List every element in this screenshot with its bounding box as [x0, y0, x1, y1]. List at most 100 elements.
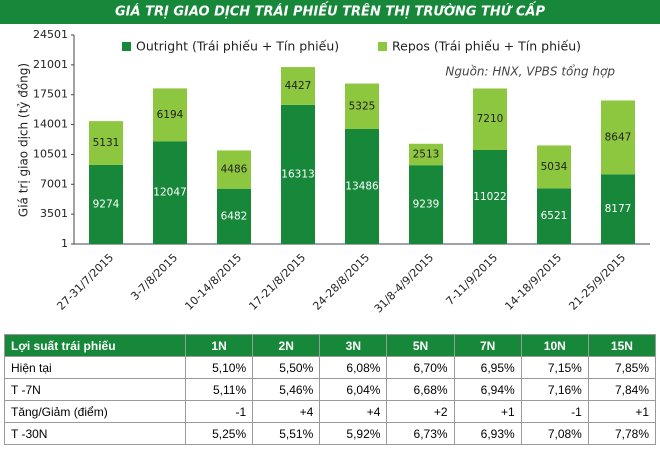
- table-cell: 6,08%: [319, 356, 388, 379]
- x-tick-label: 3-7/8/2015: [128, 251, 180, 303]
- annotation: Nguồn: HNX, VPBS tổng hợp: [445, 65, 615, 79]
- bar-value-label: 6521: [541, 210, 568, 222]
- bar-segment: [153, 141, 187, 244]
- table-cell: 3N: [319, 334, 388, 357]
- legend-swatch: [378, 42, 387, 51]
- bar-segment: [537, 188, 571, 244]
- x-tick-label: 14-18/9/2015: [502, 251, 564, 313]
- table-cell: 5,25%: [184, 422, 254, 445]
- chart-title: GIÁ TRỊ GIAO DỊCH TRÁI PHIẾU TRÊN THỊ TR…: [115, 3, 545, 20]
- bar-value-label: 2513: [413, 148, 440, 160]
- bar-segment: [345, 83, 379, 129]
- bar-value-label: 6194: [157, 109, 184, 121]
- bar-value-label: 6482: [221, 210, 248, 222]
- bar-value-label: 4427: [285, 80, 312, 92]
- y-tick-label: 3501: [40, 207, 68, 220]
- table-row: T -30N 5,25% 5,51% 5,92% 6,73% 6,93% 7,08% 7,78…: [4, 422, 657, 445]
- table-cell: Lợi suất trái phiếu: [4, 334, 186, 357]
- bar-value-label: 16313: [281, 168, 314, 180]
- table-cell: 6,04%: [319, 378, 388, 401]
- y-axis-label: Giá trị giao dịch (tỷ đồng): [17, 63, 31, 217]
- bar-segment: [409, 165, 443, 244]
- bar-segment: [153, 88, 187, 142]
- table-cell: 6,73%: [386, 422, 455, 445]
- table-cell: Hiện tại: [4, 356, 186, 379]
- bar-value-label: 4486: [221, 164, 248, 176]
- bar-segment: [601, 100, 635, 175]
- table-cell: 6,93%: [453, 422, 522, 445]
- x-tick-label: 21-25/9/2015: [566, 251, 628, 313]
- bar-value-label: 12047: [153, 187, 186, 199]
- bar-segment: [537, 145, 571, 189]
- bar-segment: [345, 128, 379, 244]
- table-cell: 5,50%: [252, 356, 321, 379]
- table-cell: +1: [453, 400, 522, 423]
- bar-value-label: 11022: [473, 191, 506, 203]
- y-tick-label: 7001: [40, 177, 68, 190]
- bar-segment: [217, 150, 251, 189]
- x-tick-label: 10-14/8/2015: [182, 251, 244, 313]
- y-tick-label: 10501: [33, 147, 68, 160]
- table-cell: 7,15%: [520, 356, 589, 379]
- x-tick-label: 31/8-4/9/2015: [372, 251, 436, 315]
- table-cell: 10N: [520, 334, 589, 357]
- bar-value-label: 8177: [605, 203, 632, 215]
- table-cell: 6,94%: [453, 378, 522, 401]
- table-cell: 5,92%: [319, 422, 388, 445]
- table-cell: 5,46%: [252, 378, 321, 401]
- chart: GIÁ TRỊ GIAO DỊCH TRÁI PHIẾU TRÊN THỊ TR…: [0, 0, 660, 315]
- y-tick-label: 14001: [33, 118, 68, 131]
- table-cell: 2N: [252, 334, 321, 357]
- bar-segment: [89, 164, 123, 244]
- table-cell: +1: [587, 400, 657, 423]
- table-cell: 5N: [386, 334, 455, 357]
- table-cell: -1: [184, 400, 254, 423]
- title-bar: [0, 0, 660, 24]
- bar-value-label: 5325: [349, 100, 376, 112]
- table-cell: +4: [252, 400, 321, 423]
- legend-label: Outright (Trái phiếu + Tín phiếu): [136, 39, 339, 54]
- table-cell: +2: [386, 400, 455, 423]
- bar-value-label: 13486: [345, 180, 379, 192]
- legend-label: Repos (Trái phiếu + Tín phiếu): [392, 39, 581, 54]
- bar-segment: [217, 188, 251, 244]
- table-cell: 6,95%: [453, 356, 522, 379]
- bar-segment: [89, 121, 123, 165]
- table-row: Lợi suất trái phiếu 1N 2N 3N 5N 7N 10N 15N: [4, 334, 657, 357]
- table-cell: 1N: [184, 334, 254, 357]
- table-cell: 7,08%: [520, 422, 589, 445]
- y-tick-label: 1: [61, 237, 68, 250]
- x-tick-label: 27-31/7/2015: [54, 251, 116, 313]
- bar-segment: [281, 104, 315, 244]
- x-tick-label: 17-21/8/2015: [246, 251, 308, 313]
- y-tick-label: 24501: [33, 28, 68, 41]
- bar-value-label: 8647: [605, 131, 632, 143]
- table-cell: 6,70%: [386, 356, 455, 379]
- table-cell: 15N: [587, 334, 657, 357]
- table-cell: 7N: [453, 334, 522, 357]
- bar-segment: [281, 67, 315, 105]
- bar-segment: [601, 174, 635, 244]
- table-cell: 7,84%: [587, 378, 657, 401]
- bar-value-label: 5034: [541, 161, 568, 173]
- table-cell: 6,68%: [386, 378, 455, 401]
- table-cell: 7,16%: [520, 378, 589, 401]
- table-cell: 7,85%: [587, 356, 657, 379]
- table-cell: 5,51%: [252, 422, 321, 445]
- y-tick-label: 17501: [33, 88, 68, 101]
- legend-swatch: [122, 42, 131, 51]
- x-tick-label: 7-11/9/2015: [443, 251, 500, 308]
- table-cell: T -7N: [4, 378, 186, 401]
- table-cell: 5,10%: [184, 356, 254, 379]
- table-cell: 5,11%: [184, 378, 254, 401]
- bar-segment: [473, 149, 507, 244]
- bar-value-label: 5131: [93, 137, 120, 149]
- table-row: Hiện tại 5,10% 5,50% 6,08% 6,70% 6,95% 7,15% 7,…: [4, 356, 657, 379]
- yield-table: Lợi suất trái phiếu 1N 2N 3N 5N 7N 10N 15N Hiện …: [4, 334, 657, 445]
- bar-value-label: 9274: [93, 198, 120, 210]
- bar-value-label: 9239: [413, 199, 440, 211]
- bar-segment: [409, 143, 443, 166]
- table-row: Tăng/Giảm (điểm) -1 +4 +4 +2 +1 -1 +1: [4, 400, 657, 423]
- table-cell: 7,78%: [587, 422, 657, 445]
